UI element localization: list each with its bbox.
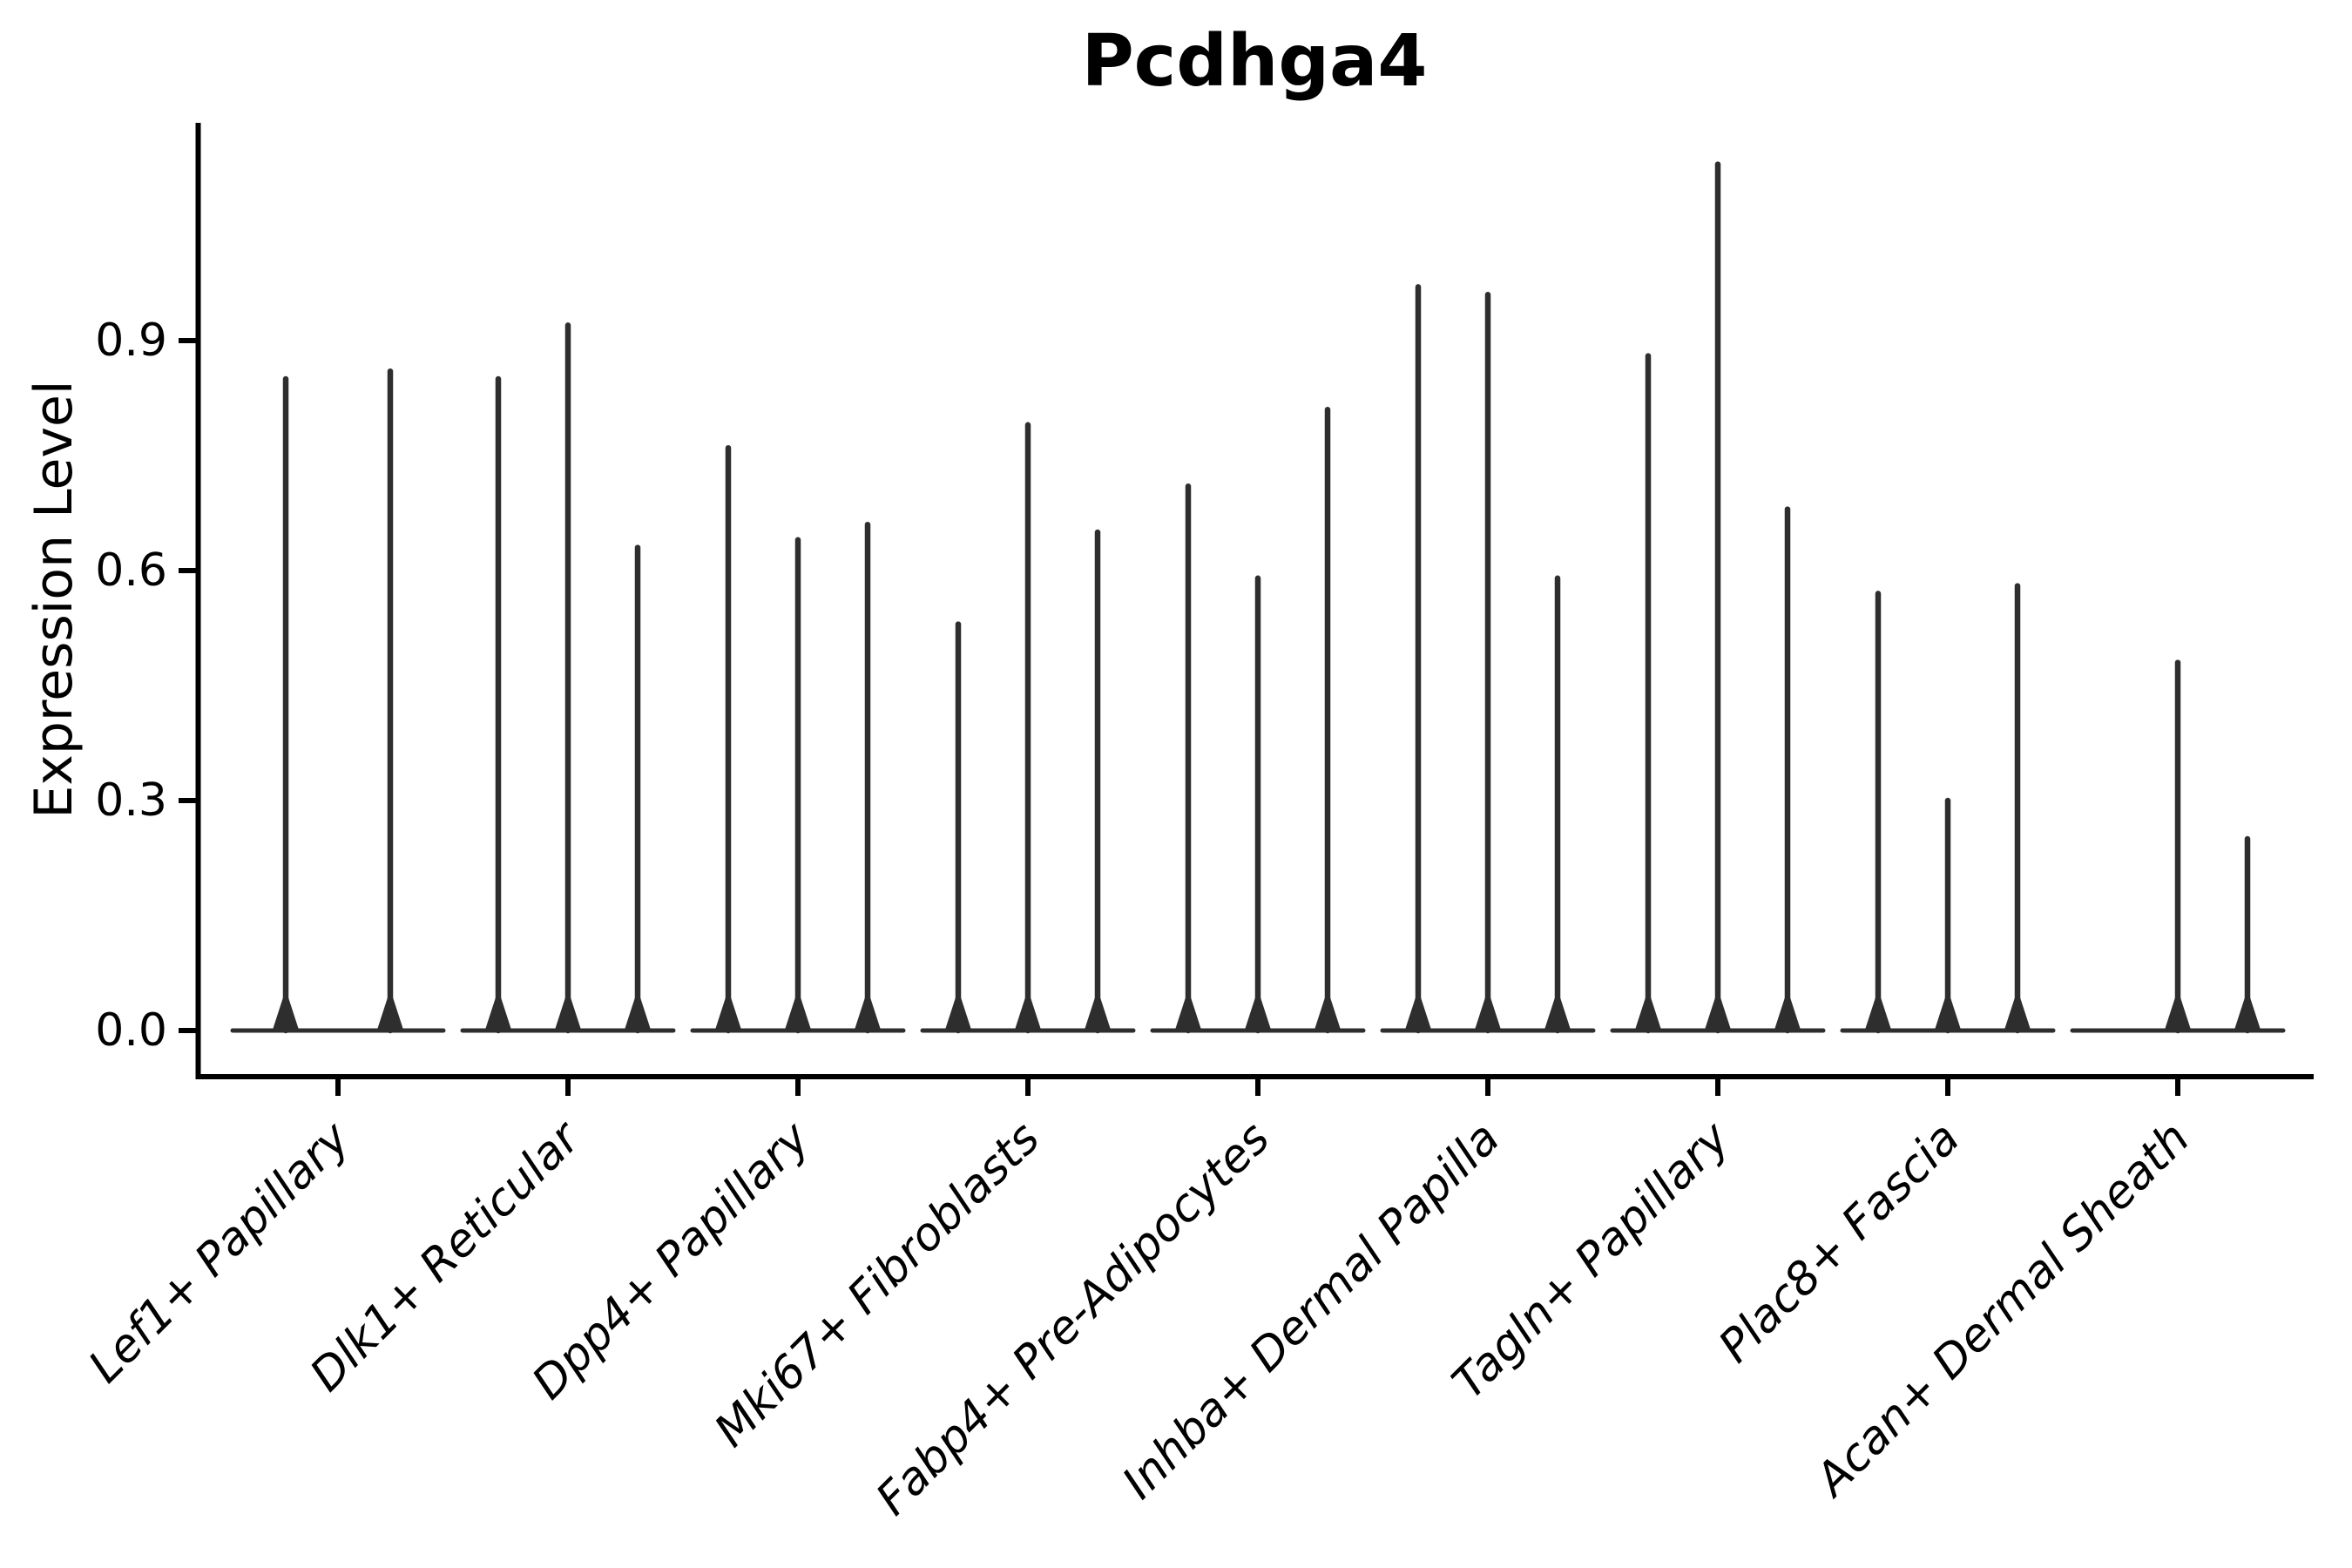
y-tick-label: 0.3	[95, 774, 167, 827]
y-tick-marks	[179, 338, 198, 1033]
x-tick-label: Inhba+ Dermal Papilla	[1112, 1112, 1510, 1510]
x-tick-label: Acan+ Dermal Sheath	[1804, 1112, 2200, 1508]
y-tick-label: 0.9	[95, 314, 167, 367]
x-tick-label: Fabp4+ Pre-Adipocytes	[867, 1112, 1281, 1526]
chart-title: Pcdhga4	[1082, 20, 1428, 103]
y-tick-labels: 0.0 0.3 0.6 0.9	[95, 314, 167, 1057]
x-tick-label: Plac8+ Fascia	[1709, 1112, 1970, 1373]
violins-layer	[230, 161, 2286, 1034]
y-tick-label: 0.6	[95, 544, 167, 597]
x-tick-marks	[335, 1079, 2180, 1096]
y-axis-label: Expression Level	[24, 380, 84, 818]
y-tick-label: 0.0	[95, 1004, 167, 1057]
